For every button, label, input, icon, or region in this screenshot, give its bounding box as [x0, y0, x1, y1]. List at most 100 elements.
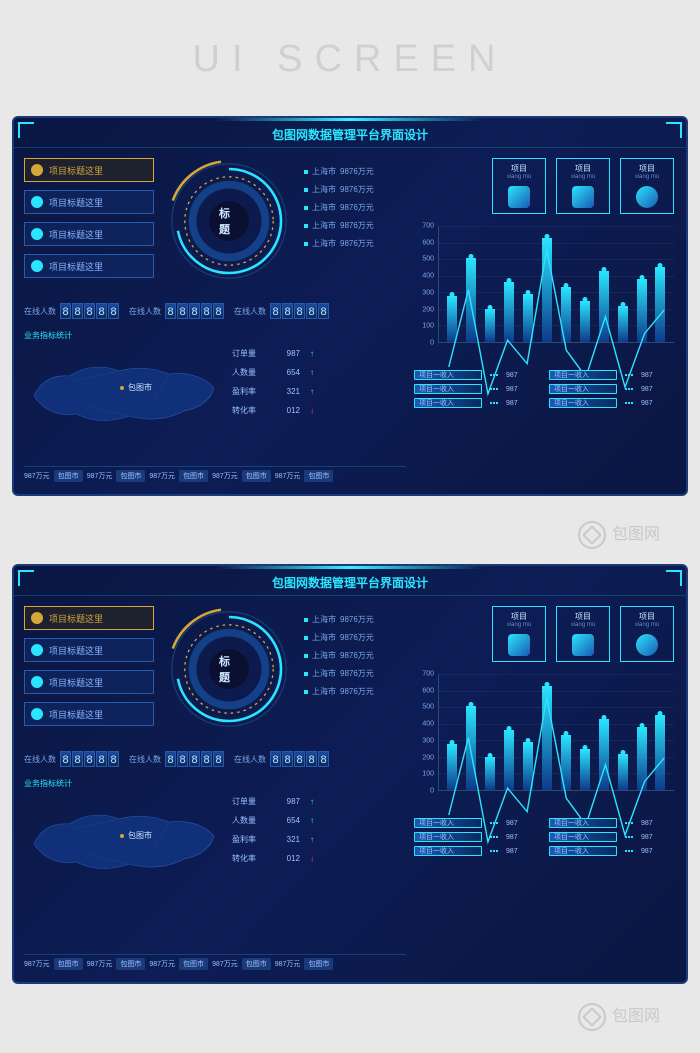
radial-gauge: 标题: [164, 604, 294, 734]
doc-icon: [572, 186, 594, 208]
bar-marker: [582, 297, 587, 302]
city-value: 9876万元: [340, 632, 374, 643]
income-pill: 项目一收入987: [549, 384, 674, 394]
ticker-item: 987万元包图市: [24, 470, 83, 482]
city-name: 上海市: [312, 686, 336, 697]
nav-item-label: 项目标题这里: [49, 260, 103, 273]
icon-card[interactable]: 项目 xiang mu: [620, 158, 674, 214]
bar-chart: 0100200300400500600700: [414, 226, 674, 361]
bar: [485, 309, 495, 342]
icon-card[interactable]: 项目 xiang mu: [492, 158, 546, 214]
grid-icon: [508, 186, 530, 208]
counter-label: 在线人数: [24, 754, 56, 765]
ticker-city: 包图市: [304, 958, 333, 970]
bar-marker: [563, 731, 568, 736]
bar: [485, 757, 495, 790]
nav-item-label: 项目标题这里: [49, 612, 103, 625]
city-value: 9876万元: [340, 650, 374, 661]
kpi-value: 012: [274, 406, 300, 415]
card-title: 项目: [557, 611, 609, 622]
bar-marker: [469, 254, 474, 259]
ticker-item: 987万元包图市: [87, 958, 146, 970]
dot-icon: [304, 636, 308, 640]
ticker-value: 987万元: [149, 959, 175, 969]
y-tick: 500: [422, 704, 434, 711]
ticker-item: 987万元包图市: [149, 470, 208, 482]
kpi-value: 654: [274, 816, 300, 825]
y-tick: 700: [422, 671, 434, 678]
bar-chart: 0100200300400500600700: [414, 674, 674, 809]
bar-marker: [526, 738, 531, 743]
digit: 8: [60, 303, 71, 319]
pill-label: 项目一收入: [414, 818, 482, 828]
city-name: 上海市: [312, 184, 336, 195]
ticker-city: 包图市: [242, 958, 271, 970]
chart-area: [438, 226, 674, 343]
nav-item[interactable]: 项目标题这里: [24, 606, 154, 630]
city-value: 9876万元: [340, 238, 374, 249]
counter: 在线人数88888: [234, 303, 329, 319]
dot-icon: [304, 672, 308, 676]
counter: 在线人数88888: [24, 303, 119, 319]
city-row: 上海市 9876万元: [304, 632, 374, 643]
pill-value: 987: [506, 820, 518, 827]
icon-card[interactable]: 项目 xiang mu: [492, 606, 546, 662]
counter: 在线人数88888: [24, 751, 119, 767]
bar-marker: [450, 740, 455, 745]
counters: 在线人数88888在线人数88888在线人数88888: [24, 751, 406, 767]
pill-value: 987: [641, 820, 653, 827]
ticker-item: 987万元包图市: [212, 470, 271, 482]
bar-marker: [507, 726, 512, 731]
ticker-city: 包图市: [304, 470, 333, 482]
icon-card[interactable]: 项目 xiang mu: [620, 606, 674, 662]
y-axis: 0100200300400500600700: [414, 226, 436, 343]
bar-marker: [658, 711, 663, 716]
city-row: 上海市 9876万元: [304, 202, 374, 213]
city-name: 上海市: [312, 632, 336, 643]
pill-value: 987: [641, 386, 653, 393]
bar: [599, 271, 609, 342]
kpi-row: 转化率012↓: [232, 405, 314, 416]
glow-bar: [216, 566, 485, 569]
icon-card[interactable]: 项目 xiang mu: [556, 158, 610, 214]
pill-value: 987: [641, 372, 653, 379]
pill-label: 项目一收入: [549, 398, 617, 408]
bar: [618, 306, 628, 342]
bar-marker: [620, 750, 625, 755]
nav-item[interactable]: 项目标题这里: [24, 158, 154, 182]
ticker-city: 包图市: [54, 470, 83, 482]
digit: 8: [201, 303, 212, 319]
kpi-value: 321: [274, 835, 300, 844]
city-name: 上海市: [312, 238, 336, 249]
bar-marker: [507, 278, 512, 283]
nav-item[interactable]: 项目标题这里: [24, 638, 154, 662]
kpi-value: 987: [274, 349, 300, 358]
pill-value: 987: [506, 834, 518, 841]
income-pill: 项目一收入987: [414, 370, 539, 380]
digit: 8: [294, 303, 305, 319]
bar-marker: [544, 682, 549, 687]
digit: 8: [96, 751, 107, 767]
dot-icon: [304, 170, 308, 174]
bars: [439, 674, 674, 790]
nav-item[interactable]: 项目标题这里: [24, 222, 154, 246]
y-tick: 500: [422, 256, 434, 263]
kpi-row: 盈利率321↑: [232, 834, 314, 845]
dot-icon: [304, 242, 308, 246]
digit: 8: [189, 751, 200, 767]
map-center-dot: [120, 386, 124, 390]
icon-cards: 项目 xiang mu 项目 xiang mu 项目 xiang mu: [492, 158, 674, 214]
city-list: 上海市 9876万元上海市 9876万元上海市 9876万元上海市 9876万元…: [304, 614, 374, 704]
kpi-value: 654: [274, 368, 300, 377]
nav-item[interactable]: 项目标题这里: [24, 254, 154, 278]
digit: 8: [201, 751, 212, 767]
icon-card[interactable]: 项目 xiang mu: [556, 606, 610, 662]
dot-icon: [304, 618, 308, 622]
nav-item[interactable]: 项目标题这里: [24, 190, 154, 214]
ticker-value: 987万元: [24, 959, 50, 969]
counter: 在线人数88888: [129, 751, 224, 767]
nav-item[interactable]: 项目标题这里: [24, 702, 154, 726]
bar: [637, 279, 647, 342]
kpi-list: 订单量987↑人数量654↑盈利率321↑转化率012↓: [232, 348, 314, 424]
nav-item[interactable]: 项目标题这里: [24, 670, 154, 694]
